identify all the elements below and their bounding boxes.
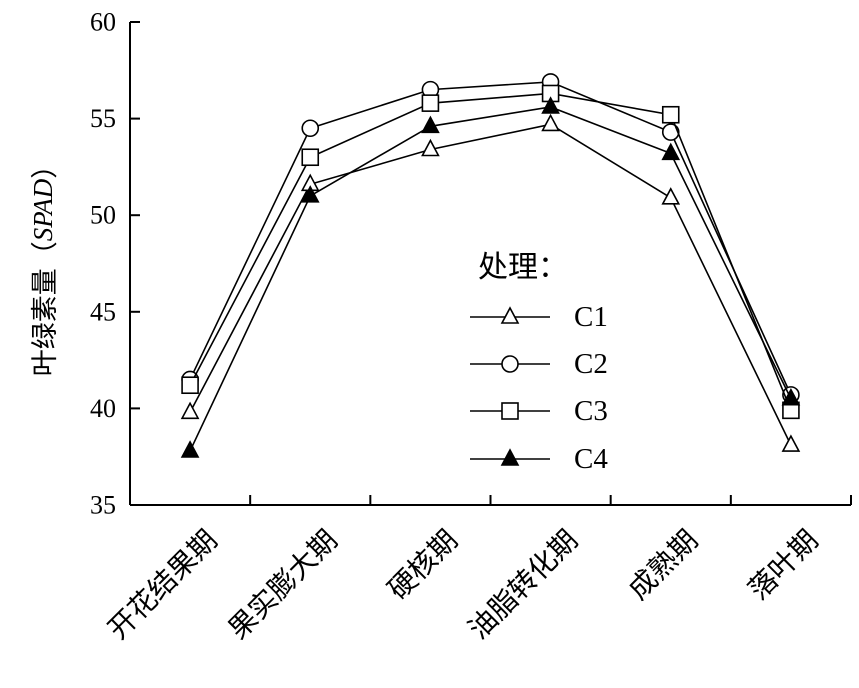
data-point-C1 [421, 138, 440, 157]
y-axis-label-close: ） [30, 152, 61, 179]
y-tick-label: 40 [90, 394, 116, 423]
data-point-C3 [301, 148, 320, 167]
y-tick-label: 50 [90, 201, 116, 230]
series-line-C2 [189, 81, 792, 396]
legend-item-C3: C3 [470, 395, 608, 427]
axes [129, 21, 852, 506]
y-tick-labels: 35 40 45 50 55 60 [90, 8, 116, 520]
legend-marker [501, 355, 519, 373]
data-point-C3 [181, 376, 199, 395]
data-point-C4 [300, 185, 320, 203]
legend-title: 处理： [478, 250, 568, 285]
data-point-C3 [421, 94, 440, 112]
x-tick-label: 油脂转化期 [462, 523, 584, 645]
x-tick-label: 开花结果期 [101, 523, 223, 645]
data-point-C2 [661, 123, 680, 141]
y-axis-label-unit: SPAD [28, 178, 58, 241]
data-point-C2 [301, 119, 320, 138]
series-C2 [181, 73, 800, 404]
data-point-C4 [180, 440, 200, 458]
y-axis-label: 叶绿素量（SPAD） [28, 152, 60, 377]
data-point-C4 [421, 115, 440, 134]
legend-item-C2: C2 [470, 348, 608, 380]
series-C4 [180, 96, 801, 458]
legend-marker [500, 448, 520, 466]
series-line-C4 [189, 106, 792, 452]
legend-marker [500, 306, 520, 324]
series-line-C3 [189, 92, 792, 411]
y-tick-label: 55 [90, 104, 116, 133]
legend: 处理： C1 C2 C3 C4 [470, 250, 608, 475]
legend-item-C4: C4 [470, 443, 608, 475]
data-point-C1 [781, 434, 801, 452]
y-tick-label: 45 [90, 297, 116, 326]
legend-item-C1: C1 [470, 301, 608, 333]
series-group [180, 73, 801, 458]
x-tick-label: 落叶期 [742, 523, 825, 606]
x-tick-label: 果实膨大期 [222, 523, 344, 645]
x-tick-label: 成熟期 [622, 523, 705, 606]
y-tick-label: 60 [90, 8, 116, 37]
data-point-C4 [781, 388, 801, 406]
y-axis-label-main: 叶绿素量（ [30, 241, 61, 376]
series-C1 [180, 113, 801, 452]
x-tick-label: 硬核期 [381, 523, 464, 606]
legend-label: C2 [574, 348, 608, 380]
legend-label: C1 [574, 301, 608, 333]
data-point-C4 [661, 142, 681, 161]
data-point-C1 [661, 187, 681, 205]
series-C3 [181, 84, 800, 420]
data-point-C1 [541, 113, 560, 132]
data-point-C1 [180, 401, 200, 420]
data-point-C4 [541, 96, 560, 114]
series-line-C1 [189, 123, 792, 446]
legend-marker [501, 402, 519, 420]
legend-label: C4 [574, 443, 608, 475]
y-tick-label: 35 [90, 491, 116, 520]
legend-label: C3 [574, 395, 608, 427]
data-point-C3 [661, 105, 680, 124]
